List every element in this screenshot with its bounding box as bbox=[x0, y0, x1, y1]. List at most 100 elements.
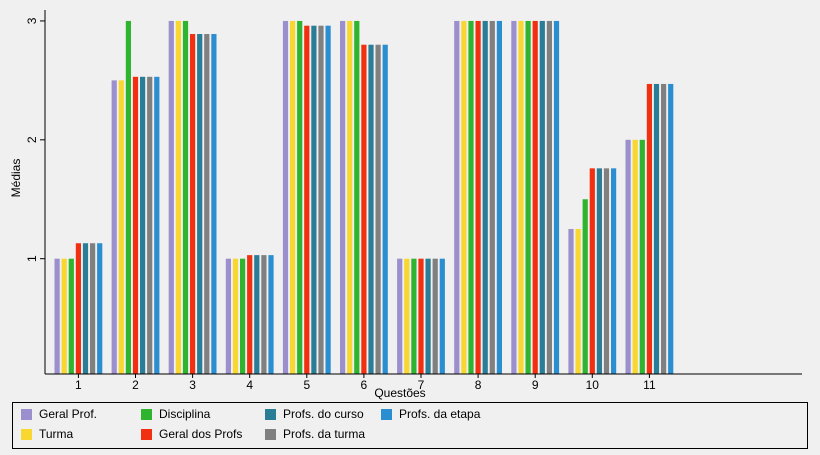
x-tick-label: 10 bbox=[586, 378, 600, 392]
bar bbox=[418, 258, 424, 374]
bar bbox=[425, 258, 431, 374]
y-tick-label: 1 bbox=[25, 255, 39, 262]
y-ticks: 1 2 3 bbox=[25, 17, 45, 262]
bar bbox=[596, 168, 602, 374]
bar bbox=[68, 258, 74, 374]
bar bbox=[232, 258, 239, 374]
bar bbox=[539, 20, 545, 375]
bar bbox=[668, 83, 674, 374]
bar bbox=[340, 20, 346, 375]
bar bbox=[397, 258, 403, 374]
bar bbox=[268, 255, 274, 374]
bar bbox=[118, 80, 124, 374]
bar bbox=[211, 34, 217, 374]
bar bbox=[518, 20, 524, 375]
bar bbox=[190, 34, 196, 374]
legend-item: Profs. da turma bbox=[265, 427, 365, 441]
bar bbox=[575, 228, 581, 374]
bar bbox=[653, 83, 660, 374]
bar bbox=[368, 44, 374, 375]
bar bbox=[632, 139, 638, 374]
legend-item: Geral Prof. bbox=[21, 407, 97, 421]
bar bbox=[240, 258, 246, 374]
bar bbox=[247, 255, 253, 374]
bar bbox=[525, 20, 531, 375]
bar bbox=[625, 139, 631, 374]
legend-swatch bbox=[141, 408, 152, 420]
bar bbox=[411, 258, 417, 374]
bars-layer bbox=[54, 20, 674, 375]
legend-label: Profs. da turma bbox=[283, 427, 366, 441]
x-tick-label: 9 bbox=[532, 378, 539, 392]
bar bbox=[404, 258, 410, 374]
bar bbox=[454, 20, 460, 375]
bar bbox=[382, 44, 388, 375]
legend-swatch bbox=[265, 408, 276, 420]
legend-label: Turma bbox=[39, 427, 74, 441]
x-tick-label: 2 bbox=[132, 378, 139, 392]
bar bbox=[511, 20, 517, 375]
bar bbox=[311, 25, 317, 375]
x-tick-label: 5 bbox=[303, 378, 310, 392]
x-tick-label: 4 bbox=[246, 378, 253, 392]
bar bbox=[168, 20, 174, 375]
bar bbox=[154, 76, 160, 374]
bar bbox=[90, 243, 96, 374]
bar bbox=[661, 83, 667, 374]
bar bbox=[461, 20, 467, 375]
bar bbox=[261, 255, 267, 374]
x-ticks: 1 2 3 4 5 6 7 8 9 10 11 bbox=[75, 374, 656, 392]
x-axis-label: Questões bbox=[374, 386, 425, 400]
bar bbox=[532, 20, 538, 375]
bar bbox=[297, 20, 303, 375]
bar bbox=[132, 76, 139, 374]
bar bbox=[646, 83, 652, 374]
bar bbox=[375, 44, 381, 375]
bar bbox=[318, 25, 324, 375]
bar bbox=[639, 139, 645, 374]
bar bbox=[147, 76, 153, 374]
bar bbox=[489, 20, 495, 375]
bar bbox=[432, 258, 438, 374]
legend-item: Disciplina bbox=[141, 407, 210, 421]
bar bbox=[61, 258, 67, 374]
bar bbox=[97, 243, 103, 374]
legend-swatch bbox=[381, 408, 392, 420]
legend-item: Turma bbox=[21, 427, 73, 441]
y-axis-label: Médias bbox=[9, 159, 23, 198]
y-tick-label: 2 bbox=[25, 136, 39, 143]
bar bbox=[553, 20, 560, 375]
bar bbox=[75, 243, 81, 374]
legend-label: Profs. da etapa bbox=[399, 407, 481, 421]
bar bbox=[582, 199, 588, 374]
legend-item: Profs. do curso bbox=[265, 407, 364, 421]
legend-swatch bbox=[21, 428, 32, 440]
x-tick-label: 6 bbox=[361, 378, 368, 392]
legend: Geral Prof. Turma Disciplina Geral dos Prof… bbox=[12, 402, 808, 449]
x-tick-label: 1 bbox=[75, 378, 82, 392]
bar bbox=[496, 20, 502, 375]
bar bbox=[111, 80, 117, 374]
x-tick-label: 7 bbox=[418, 378, 425, 392]
bar bbox=[347, 20, 353, 375]
bar bbox=[439, 258, 445, 374]
bar bbox=[290, 20, 296, 375]
bar bbox=[354, 20, 360, 375]
bar bbox=[225, 258, 231, 374]
bar bbox=[546, 20, 552, 375]
bar bbox=[175, 20, 181, 375]
legend-label: Geral Prof. bbox=[39, 407, 98, 421]
bar bbox=[482, 20, 488, 375]
bar bbox=[140, 76, 146, 374]
legend-label: Disciplina bbox=[159, 407, 211, 421]
bar bbox=[475, 20, 481, 375]
bar bbox=[361, 44, 367, 375]
bar bbox=[568, 228, 574, 374]
x-tick-label: 8 bbox=[475, 378, 482, 392]
bar bbox=[282, 20, 289, 375]
bar bbox=[611, 168, 617, 374]
legend-item: Profs. da etapa bbox=[381, 407, 480, 421]
bar bbox=[254, 255, 260, 374]
y-tick-label: 3 bbox=[25, 17, 39, 24]
bar bbox=[125, 20, 131, 375]
